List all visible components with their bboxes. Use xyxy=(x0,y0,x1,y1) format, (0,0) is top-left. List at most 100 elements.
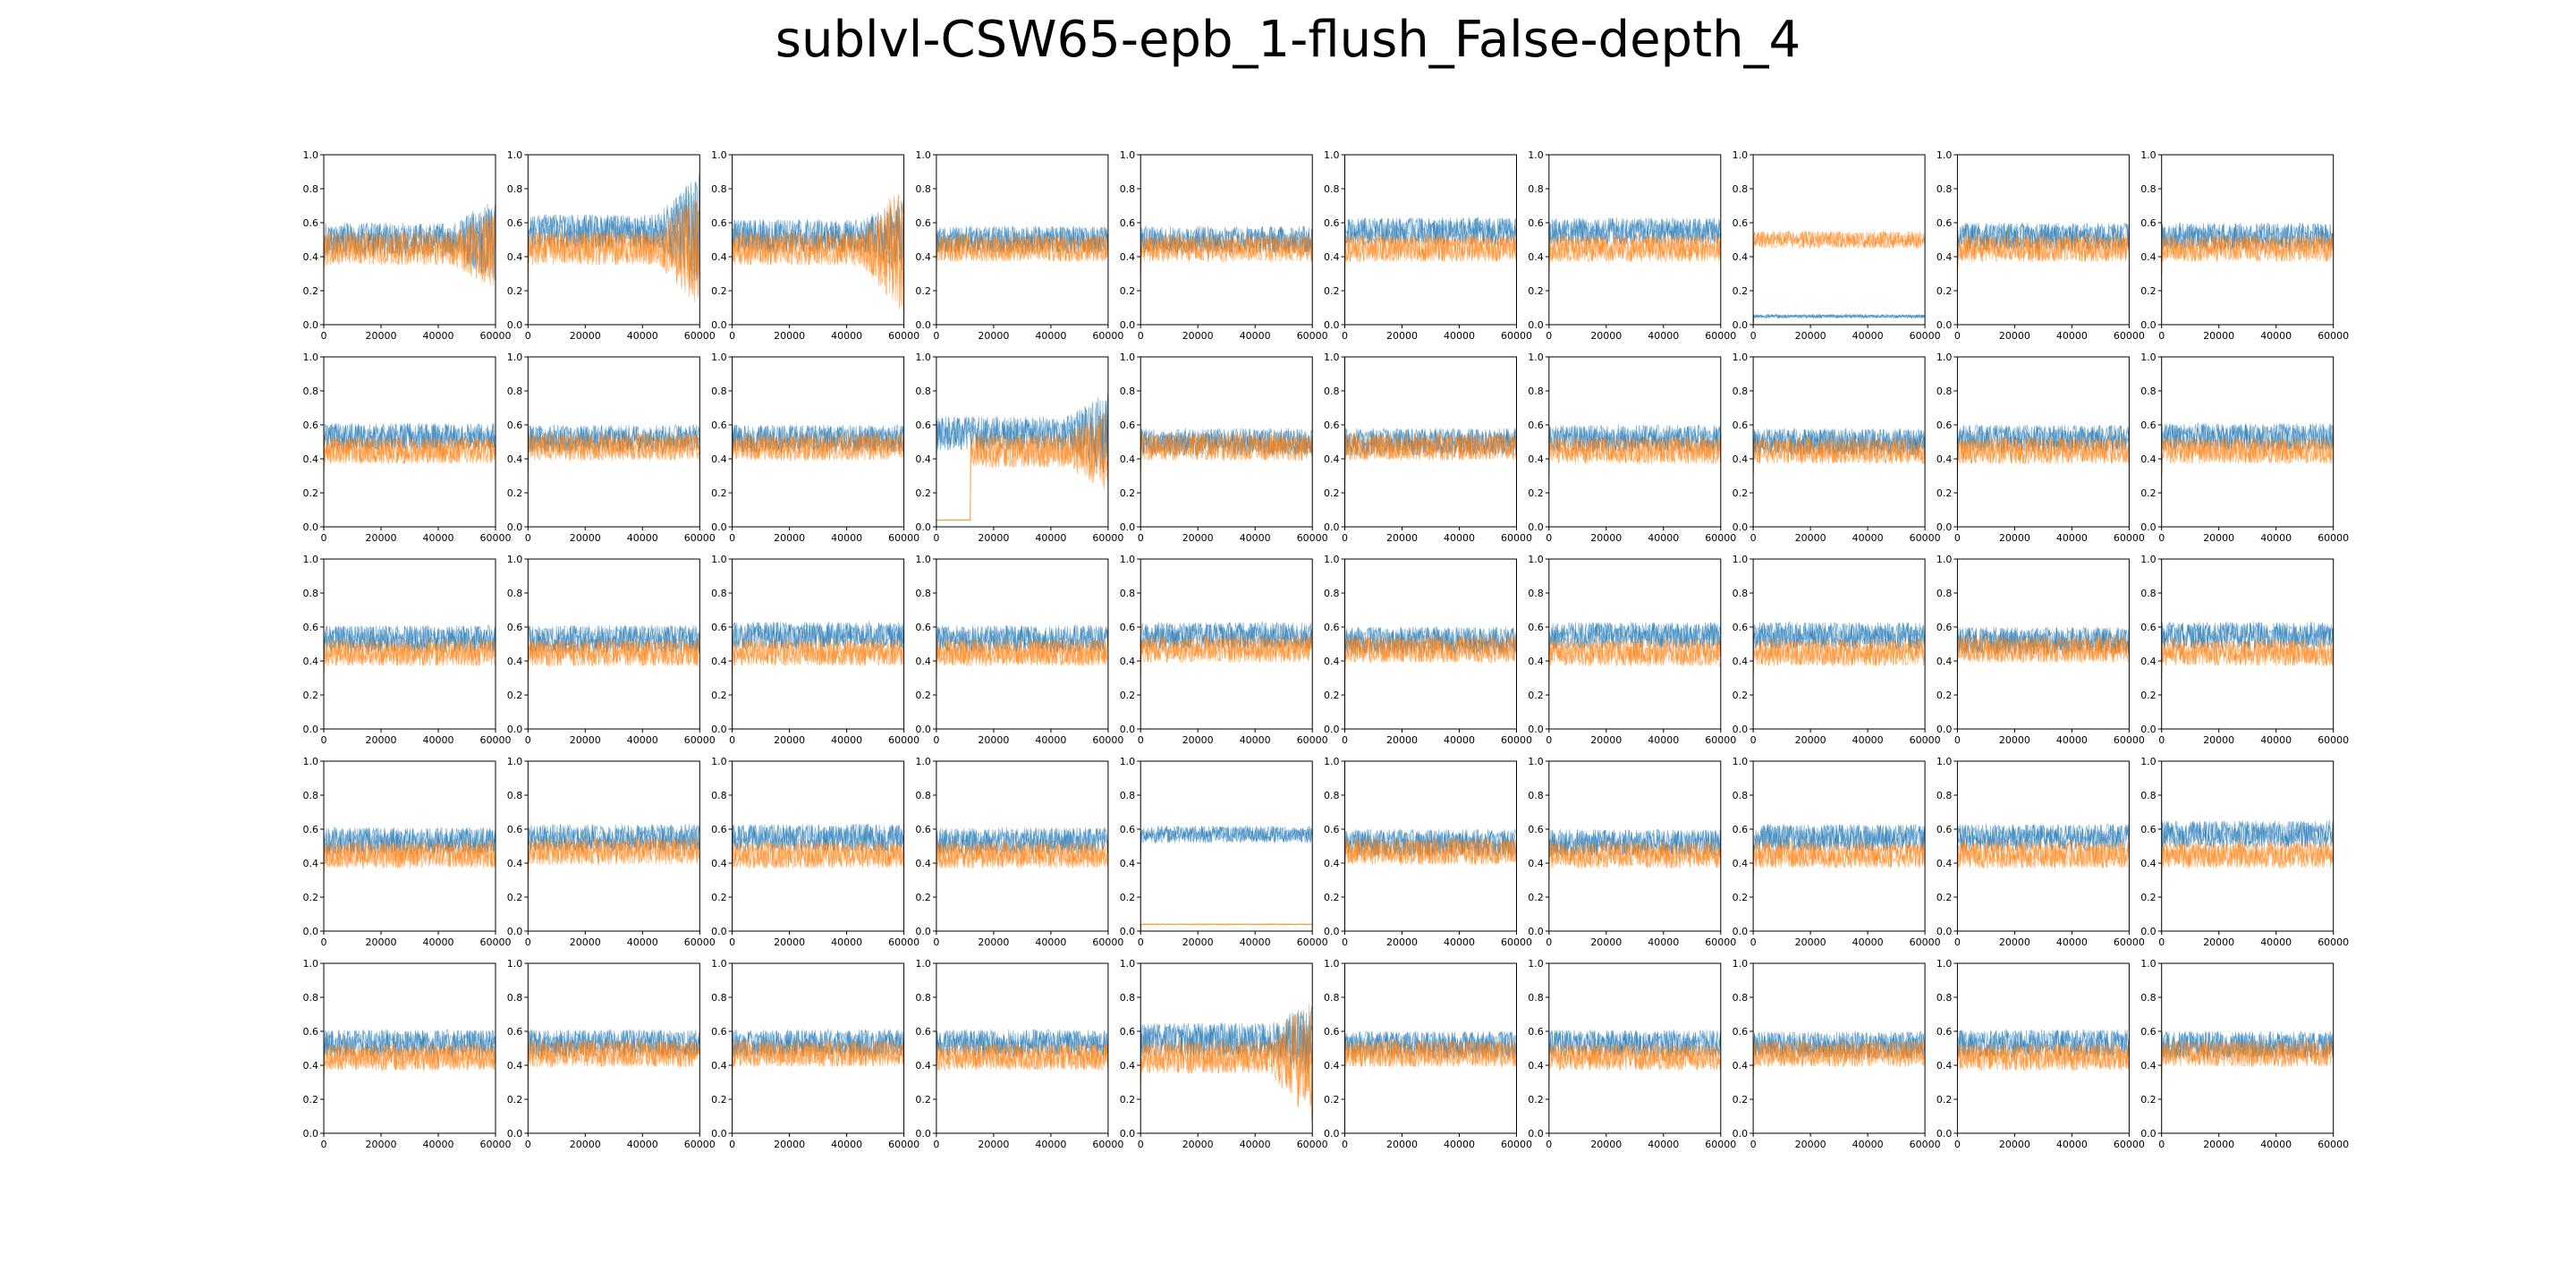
y-tick-label: 0.2 xyxy=(1936,690,1953,701)
subplot-2-7: 0.0 0.2 0.4 0.6 0.8 1.0 0 20000 40000 60000 xyxy=(1528,352,1736,544)
series-orange-line xyxy=(527,200,700,291)
y-tick-label: 0.2 xyxy=(1120,1094,1136,1106)
y-tick-label: 0.0 xyxy=(1528,1128,1544,1140)
axes-frame xyxy=(2161,558,2334,730)
x-tick-label: 20000 xyxy=(1795,330,1826,342)
y-tick-label: 0.2 xyxy=(1936,285,1953,297)
y-tick-label: 1.0 xyxy=(507,554,523,565)
x-tick-label: 20000 xyxy=(1386,330,1418,342)
y-tick-label: 0.6 xyxy=(711,622,727,633)
x-tick-label: 0 xyxy=(525,936,531,948)
x-tick-label: 0 xyxy=(933,1139,939,1150)
series-orange-line xyxy=(732,433,904,473)
x-tick-label: 40000 xyxy=(2056,734,2088,746)
y-tick-label: 0.2 xyxy=(1324,690,1340,701)
x-tick-label: 0 xyxy=(525,1139,531,1150)
series-orange-line xyxy=(2161,638,2334,679)
y-tick-label: 1.0 xyxy=(1324,149,1340,161)
x-tick-label: 20000 xyxy=(1590,532,1622,544)
y-tick-label: 0.2 xyxy=(2140,285,2157,297)
y-tick-label: 0.6 xyxy=(915,1026,931,1038)
x-tick-label: 20000 xyxy=(774,936,805,948)
x-tick-label: 20000 xyxy=(1999,936,2030,948)
y-tick-label: 1.0 xyxy=(1528,756,1544,767)
x-tick-label: 60000 xyxy=(684,936,716,948)
subplot-2-3: 0.0 0.2 0.4 0.6 0.8 1.0 0 20000 40000 60000 xyxy=(711,352,919,544)
y-tick-label: 0.2 xyxy=(507,1094,523,1106)
series-blue-line xyxy=(1140,825,1313,860)
x-tick-label: 20000 xyxy=(1182,330,1214,342)
x-tick-label: 60000 xyxy=(888,330,919,342)
subplot-5-2: 0.0 0.2 0.4 0.6 0.8 1.0 0 20000 40000 60000 xyxy=(507,958,716,1150)
y-tick-label: 1.0 xyxy=(1528,149,1544,161)
y-tick-label: 1.0 xyxy=(507,756,523,767)
y-tick-label: 0.4 xyxy=(507,858,523,869)
y-tick-label: 1.0 xyxy=(1120,149,1136,161)
series-orange-line xyxy=(936,841,1109,881)
y-tick-label: 0.4 xyxy=(1936,1060,1953,1072)
x-tick-label: 20000 xyxy=(1182,532,1214,544)
axes-frame xyxy=(1140,558,1313,730)
x-tick-label: 0 xyxy=(2158,330,2165,342)
subplot-2-2: 0.0 0.2 0.4 0.6 0.8 1.0 0 20000 40000 60000 xyxy=(507,352,716,544)
axes-frame xyxy=(1752,154,1926,326)
axes-frame xyxy=(323,962,496,1134)
y-tick-label: 1.0 xyxy=(1324,756,1340,767)
y-tick-label: 0.0 xyxy=(2140,1128,2157,1140)
subplot-1-3: 0.0 0.2 0.4 0.6 0.8 1.0 0 20000 40000 60000 xyxy=(711,149,919,342)
series-orange-line xyxy=(323,436,496,477)
y-tick-label: 1.0 xyxy=(2140,352,2157,363)
y-tick-label: 0.0 xyxy=(303,521,319,533)
axes-frame xyxy=(527,962,700,1134)
series-orange-line xyxy=(527,1038,700,1080)
x-tick-label: 40000 xyxy=(627,734,658,746)
subplot-3-7: 0.0 0.2 0.4 0.6 0.8 1.0 0 20000 40000 60000 xyxy=(1528,554,1736,746)
x-tick-label: 40000 xyxy=(627,330,658,342)
y-tick-label: 0.4 xyxy=(507,656,523,667)
y-tick-label: 0.4 xyxy=(1120,453,1136,465)
y-tick-label: 0.4 xyxy=(1936,453,1953,465)
axes-frame xyxy=(1140,154,1313,326)
y-tick-label: 1.0 xyxy=(711,554,727,565)
series-orange-line xyxy=(1957,436,2130,477)
series-orange-line xyxy=(323,1043,496,1083)
series-orange-line xyxy=(936,234,1109,275)
y-tick-label: 0.6 xyxy=(2140,1026,2157,1038)
x-tick-label: 20000 xyxy=(1590,1139,1622,1150)
y-tick-label: 0.4 xyxy=(711,858,727,869)
series-orange-line xyxy=(732,841,904,881)
subplot-4-2: 0.0 0.2 0.4 0.6 0.8 1.0 0 20000 40000 60000 xyxy=(507,756,716,948)
y-tick-label: 0.8 xyxy=(1120,992,1136,1004)
x-tick-label: 20000 xyxy=(2203,936,2234,948)
x-tick-label: 20000 xyxy=(366,936,397,948)
series-orange-line xyxy=(1140,635,1313,675)
subplot-5-1: 0.0 0.2 0.4 0.6 0.8 1.0 0 20000 40000 60000 xyxy=(303,958,512,1150)
y-tick-label: 0.6 xyxy=(1936,1026,1953,1038)
x-tick-label: 40000 xyxy=(1240,734,1271,746)
subplot-1-6: 0.0 0.2 0.4 0.6 0.8 1.0 0 20000 40000 60000 xyxy=(1324,149,1532,342)
series-orange-line xyxy=(936,413,1109,521)
x-tick-label: 20000 xyxy=(2203,532,2234,544)
subplot-3-9: 0.0 0.2 0.4 0.6 0.8 1.0 0 20000 40000 60000 xyxy=(1936,554,2145,746)
series-orange-line xyxy=(1752,436,1926,477)
axes-frame xyxy=(1752,962,1926,1134)
y-tick-label: 0.2 xyxy=(303,285,319,297)
subplot-5-3: 0.0 0.2 0.4 0.6 0.8 1.0 0 20000 40000 60000 xyxy=(711,958,919,1150)
x-tick-label: 60000 xyxy=(1092,936,1123,948)
series-orange-line xyxy=(1548,841,1721,881)
subplot-5-6: 0.0 0.2 0.4 0.6 0.8 1.0 0 20000 40000 60000 xyxy=(1324,958,1532,1150)
axes-frame xyxy=(1344,154,1517,326)
axes-frame xyxy=(527,760,700,932)
x-tick-label: 40000 xyxy=(1240,1139,1271,1150)
axes-frame xyxy=(1956,962,2130,1134)
x-tick-label: 20000 xyxy=(978,1139,1009,1150)
y-tick-label: 0.4 xyxy=(507,1060,523,1072)
y-tick-label: 0.4 xyxy=(1733,453,1749,465)
x-tick-label: 60000 xyxy=(1092,734,1123,746)
x-tick-label: 60000 xyxy=(1910,532,1941,544)
x-tick-label: 60000 xyxy=(684,1139,716,1150)
x-tick-label: 0 xyxy=(729,1139,735,1150)
series-blue-line xyxy=(1957,824,2130,864)
subplot-5-5: 0.0 0.2 0.4 0.6 0.8 1.0 0 20000 40000 60000 xyxy=(1120,958,1328,1150)
